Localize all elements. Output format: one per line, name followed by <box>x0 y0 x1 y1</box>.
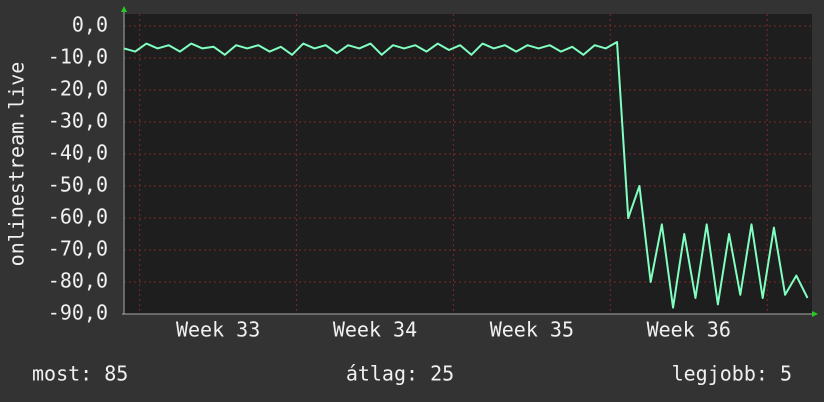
y-tick-label: -30,0 <box>48 109 108 133</box>
footer-average: átlag: 25 <box>346 362 454 386</box>
footer-best: legjobb: 5 <box>672 362 792 386</box>
plot-area <box>124 14 812 314</box>
y-tick-label: -90,0 <box>48 301 108 325</box>
y-tick-label: -10,0 <box>48 45 108 69</box>
y-tick-label: 0,0 <box>72 13 108 37</box>
y-arrow <box>121 6 127 12</box>
x-tick-label: Week 33 <box>176 318 260 342</box>
y-tick-label: -20,0 <box>48 77 108 101</box>
y-tick-label: -70,0 <box>48 237 108 261</box>
footer-current: most: 85 <box>32 362 128 386</box>
x-arrow <box>812 311 818 317</box>
y-tick-label: -40,0 <box>48 141 108 165</box>
y-tick-label: -80,0 <box>48 269 108 293</box>
y-tick-label: -50,0 <box>48 173 108 197</box>
y-tick-label: -60,0 <box>48 205 108 229</box>
grid <box>124 14 812 315</box>
y-axis-label: onlinestream.live <box>5 62 29 267</box>
x-tick-label: Week 36 <box>647 318 731 342</box>
x-tick-label: Week 35 <box>490 318 574 342</box>
data-line <box>123 41 809 309</box>
x-tick-label: Week 34 <box>333 318 417 342</box>
